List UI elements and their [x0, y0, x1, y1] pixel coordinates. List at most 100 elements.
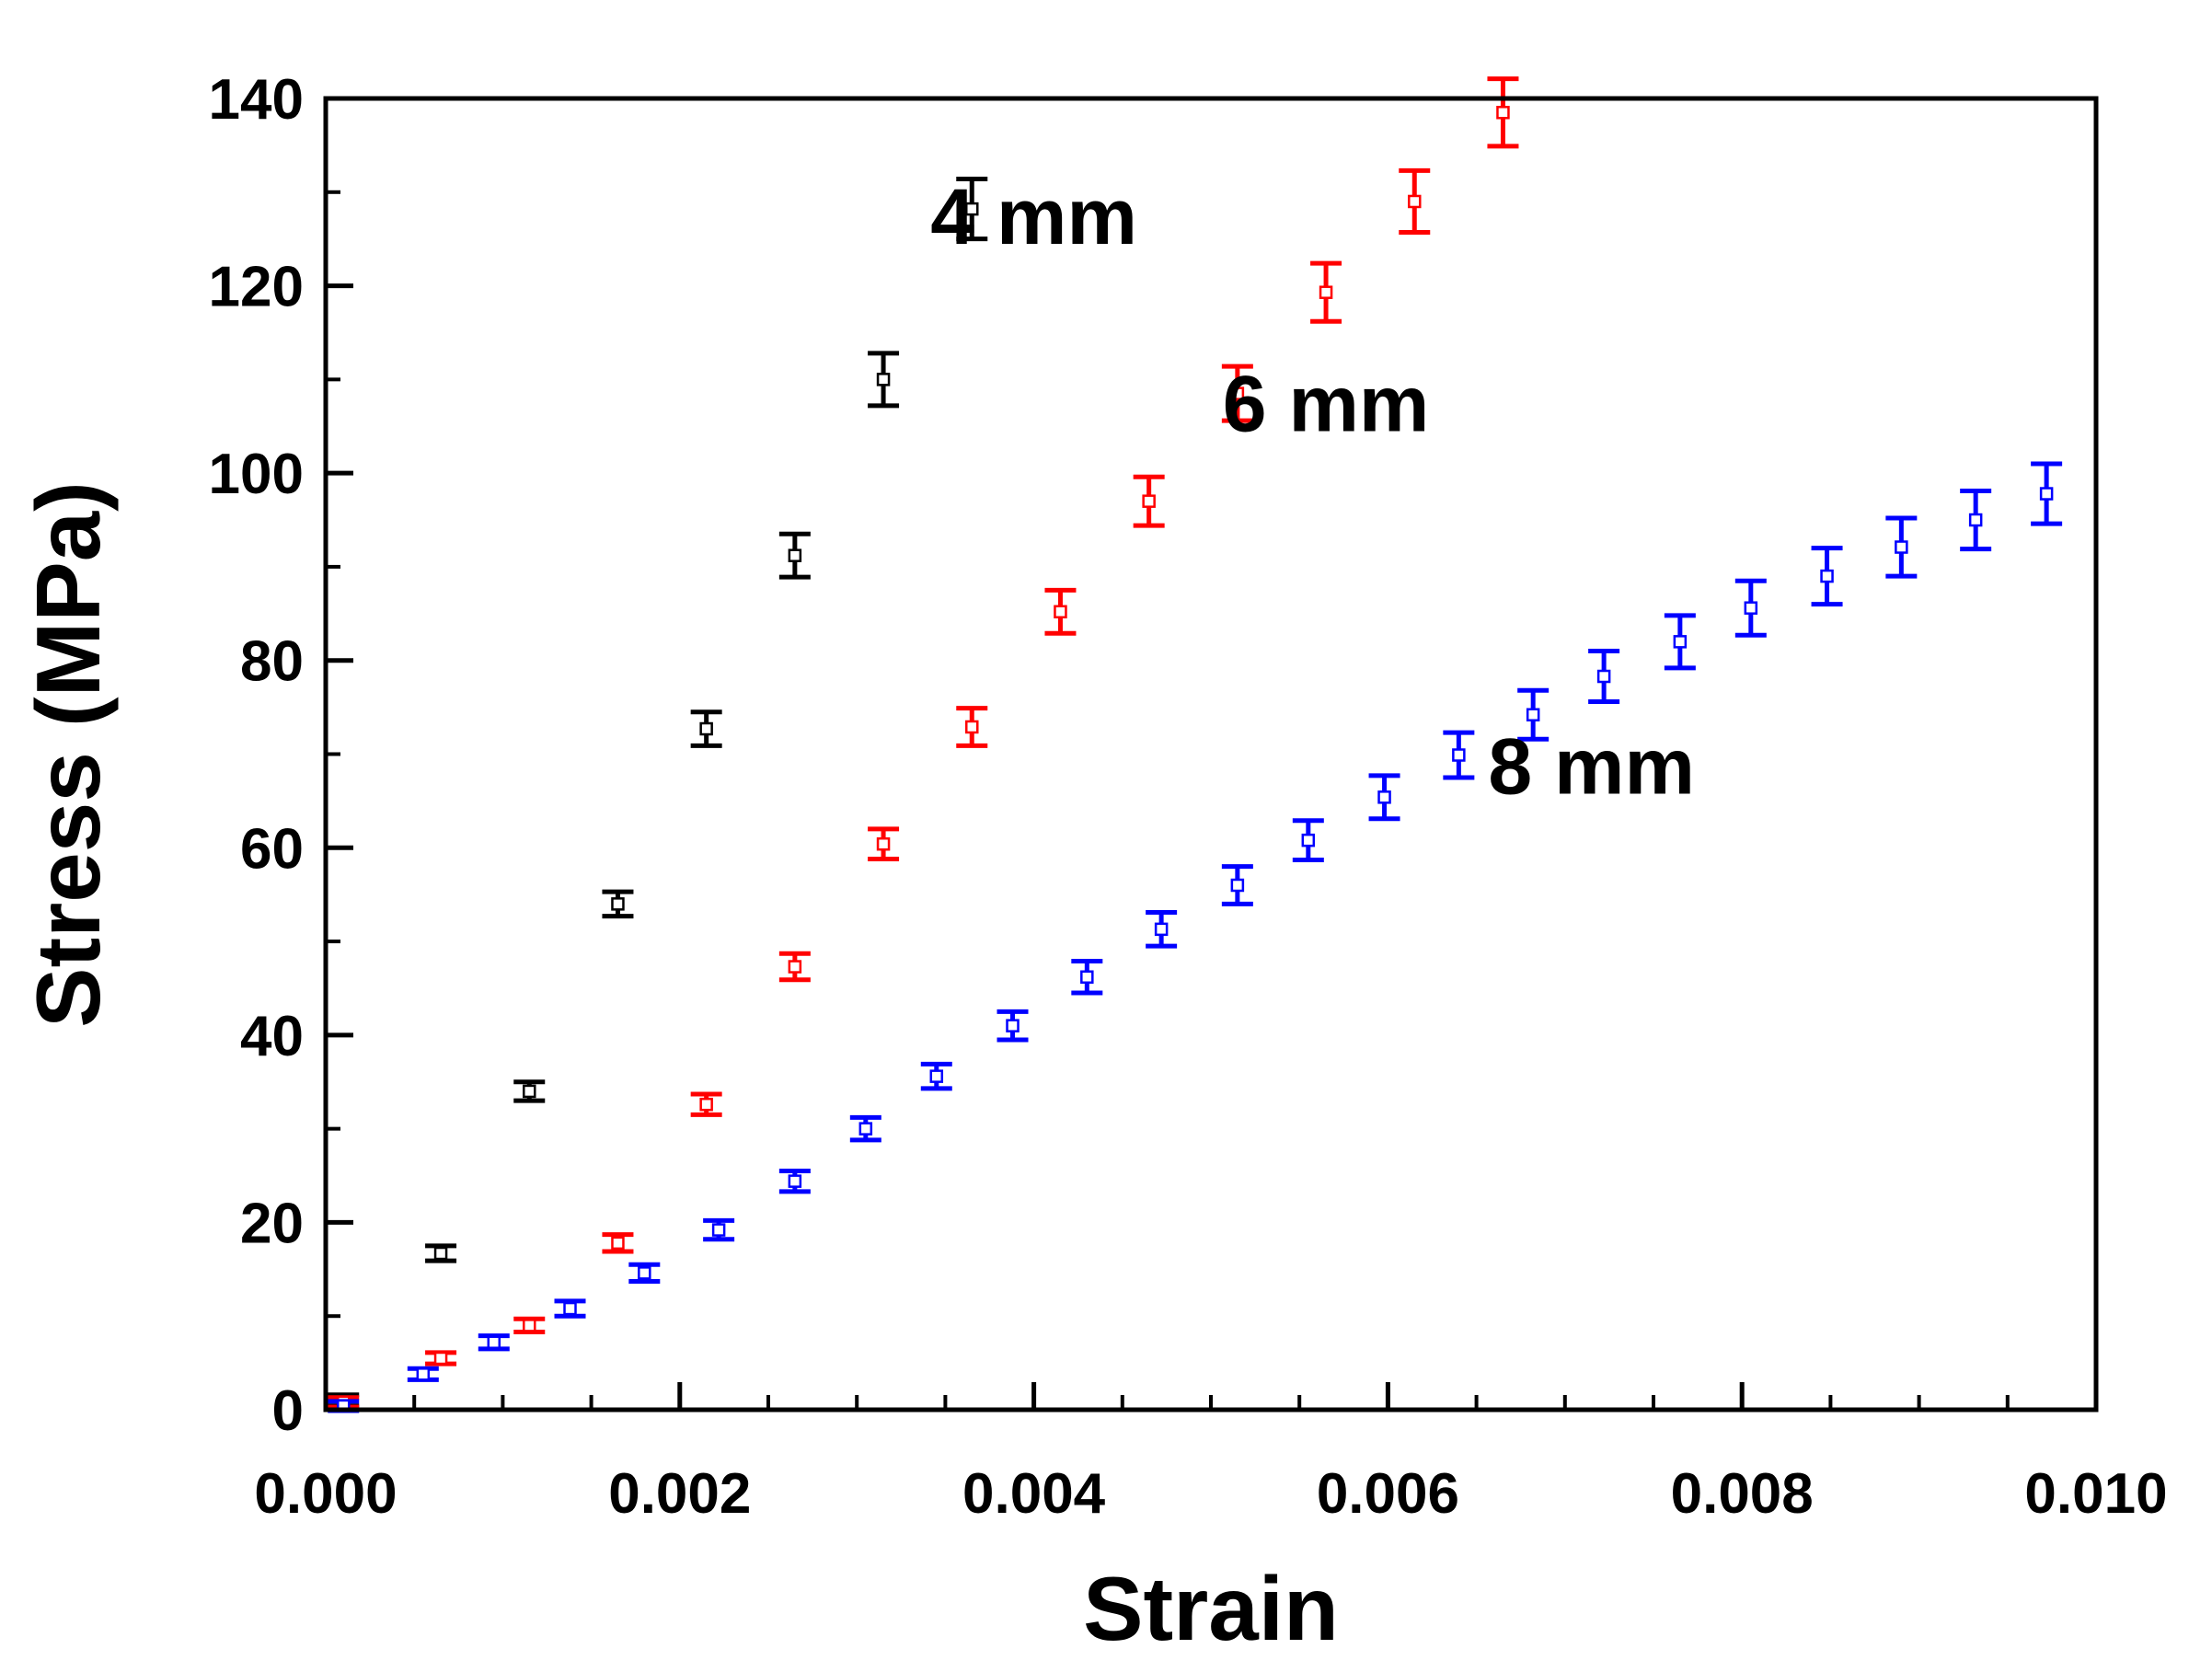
marker-square: [523, 1319, 536, 1332]
data-point-6-mm: [868, 826, 900, 861]
marker-square: [1526, 708, 1540, 721]
x-tick-label: 0.000: [254, 1462, 397, 1526]
y-tick-label: 100: [209, 443, 304, 506]
data-point-8-mm: [478, 1333, 510, 1352]
marker-square: [858, 1122, 873, 1136]
data-point-6-mm: [956, 706, 988, 748]
marker-square: [699, 1097, 713, 1112]
y-tick-label: 120: [209, 256, 304, 319]
data-point-4-mm: [956, 177, 988, 242]
marker-square: [876, 836, 891, 851]
data-point-8-mm: [1664, 613, 1696, 671]
marker-square: [1377, 790, 1391, 804]
data-point-6-mm: [690, 1091, 722, 1117]
x-tick-label: 0.002: [608, 1462, 751, 1526]
marker-square: [1408, 194, 1422, 209]
y-tick-label: 20: [240, 1192, 304, 1255]
marker-square: [487, 1335, 501, 1349]
marker-square: [788, 548, 802, 562]
marker-square: [1301, 833, 1316, 848]
data-point-6-mm: [1399, 167, 1431, 236]
marker-square: [433, 1351, 448, 1366]
x-tick-label: 0.010: [2024, 1462, 2167, 1526]
marker-square: [699, 721, 713, 736]
marker-square: [788, 960, 802, 974]
marker-square: [1968, 513, 1983, 527]
x-axis-title: Strain: [1083, 1558, 1339, 1659]
data-point-8-mm: [1146, 910, 1178, 949]
axis-ticks: 0.000 0.002 0.004 0.006 0.008 0.010 0 20 40 60 80 1…: [209, 68, 2168, 1526]
data-point-6-mm: [1487, 76, 1519, 149]
data-point-8-mm: [778, 1168, 811, 1194]
data-point-4-mm: [868, 351, 900, 409]
x-tick-label: 0.004: [962, 1462, 1106, 1526]
data-point-4-mm: [602, 889, 634, 919]
data-point-8-mm: [703, 1217, 735, 1242]
y-tick-label: 140: [209, 68, 304, 132]
y-tick-label: 40: [240, 1005, 304, 1068]
marker-square: [1744, 601, 1758, 615]
marker-square: [965, 202, 979, 216]
marker-square: [1006, 1019, 1020, 1032]
marker-square: [2039, 487, 2054, 501]
y-tick-label: 60: [240, 817, 304, 881]
marker-square: [1054, 605, 1067, 619]
marker-square: [1895, 540, 1908, 554]
marker-square: [638, 1266, 651, 1280]
data-point-6-mm: [1221, 363, 1253, 423]
data-point-8-mm: [1960, 488, 1992, 552]
data-point-6-mm: [425, 1350, 457, 1366]
data-point-6-mm: [513, 1316, 546, 1335]
data-point-6-mm: [1133, 474, 1165, 528]
data-point-4-mm: [690, 709, 722, 748]
data-point-8-mm: [1734, 578, 1767, 638]
marker-square: [1154, 922, 1169, 937]
data-point-8-mm: [1811, 546, 1843, 607]
marker-square: [523, 1084, 536, 1099]
data-point-8-mm: [1443, 730, 1475, 780]
data-point-8-mm: [1588, 649, 1620, 704]
data-point-4-mm: [513, 1079, 546, 1103]
marker-square: [1142, 494, 1156, 508]
x-tick-label: 0.008: [1671, 1462, 1814, 1526]
data-point-8-mm: [407, 1366, 439, 1382]
series-label: 4 mm: [930, 173, 1137, 261]
marker-square: [1230, 878, 1245, 893]
data-point-8-mm: [1292, 818, 1324, 863]
data-point-8-mm: [1368, 773, 1400, 822]
marker-square: [1452, 748, 1466, 762]
marker-square: [711, 1223, 726, 1237]
data-point-8-mm: [849, 1114, 881, 1143]
data-point-6-mm: [1044, 587, 1077, 636]
data-point-8-mm: [1221, 864, 1253, 906]
marker-square: [416, 1367, 431, 1381]
marker-square: [876, 373, 891, 386]
marker-square: [965, 720, 979, 734]
series-annotations: 4 mm 6 mm 8 mm: [930, 173, 1695, 811]
data-point-8-mm: [2031, 461, 2063, 526]
marker-square: [1596, 669, 1611, 684]
marker-square: [1496, 106, 1510, 120]
data-point-4-mm: [778, 531, 811, 580]
marker-square: [1080, 970, 1094, 984]
y-axis-title: Stress (MPa): [17, 481, 119, 1028]
data-point-4-mm: [425, 1243, 457, 1263]
series-label: 6 mm: [1223, 360, 1430, 448]
data-point-6-mm: [778, 951, 811, 983]
data-point-8-mm: [920, 1061, 952, 1091]
series-6-mm: [328, 76, 1519, 1410]
marker-square: [929, 1069, 944, 1083]
marker-square: [1230, 386, 1245, 400]
data-point-6-mm: [602, 1232, 634, 1254]
marker-square: [1820, 569, 1834, 583]
data-point-8-mm: [997, 1009, 1029, 1043]
marker-square: [1673, 635, 1688, 649]
marker-square: [433, 1246, 448, 1261]
marker-square: [563, 1301, 577, 1316]
y-tick-label: 80: [240, 630, 304, 694]
data-point-8-mm: [628, 1262, 661, 1285]
x-tick-label: 0.006: [1317, 1462, 1459, 1526]
